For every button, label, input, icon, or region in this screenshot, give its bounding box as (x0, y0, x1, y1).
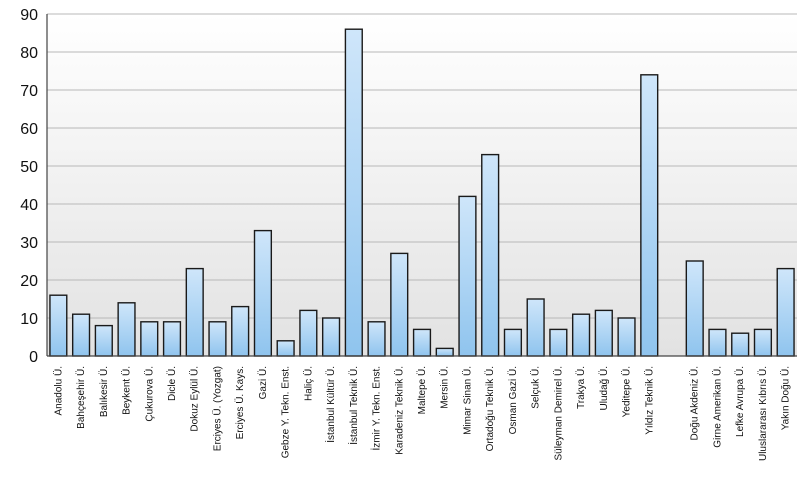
bar (162, 321, 182, 357)
bar (458, 195, 477, 357)
x-tick-label: Anadolu Ü. (52, 366, 64, 415)
bar (117, 302, 136, 357)
bar (640, 74, 659, 357)
x-tick-label: İzmir Y. Tekn. Enst. (370, 366, 383, 450)
x-tick-label: Gazi Ü. (257, 366, 269, 399)
bar (571, 313, 591, 357)
y-tick-label: 0 (29, 349, 38, 366)
bar (276, 340, 295, 357)
bar (94, 324, 113, 357)
gridlines (47, 13, 797, 319)
x-tick-label: Selçuk Ü. (530, 366, 542, 409)
bar (481, 153, 500, 357)
bar (708, 328, 727, 357)
x-tick-label: Karadeniz Teknik Ü. (393, 366, 405, 455)
x-tick-label: Uluslararası Kıbrıs Ü. (757, 366, 769, 461)
bar (617, 317, 636, 357)
bar (321, 317, 341, 357)
x-tick-label: Haliç Ü. (302, 366, 314, 401)
x-tick-label: Ortadoğu Teknik Ü. (484, 366, 496, 451)
x-tick-label: Süleyman Demirel Ü. (552, 366, 564, 460)
bar (753, 328, 773, 357)
bar (49, 294, 68, 357)
bar (731, 332, 750, 357)
x-tick-label: Dokuz Eylül Ü. (189, 366, 201, 432)
x-tick-label: Gebze Y. Tekn. Enst. (281, 366, 292, 458)
y-tick-label: 80 (20, 45, 38, 62)
y-tick-labels: 0 10 20 30 40 50 60 70 80 90 (20, 7, 38, 366)
bar (71, 313, 91, 357)
x-tick-label: Mimar Sinan Ü. (461, 366, 473, 435)
x-tick-label: Beykent Ü. (121, 366, 133, 415)
plot-area (47, 14, 797, 356)
bar (503, 328, 523, 357)
plot-background (47, 14, 797, 356)
y-tick-label: 20 (20, 273, 38, 290)
bar (185, 267, 204, 357)
bar (526, 298, 545, 357)
bar (231, 305, 250, 357)
bar (435, 347, 454, 357)
y-tick-label: 60 (20, 121, 38, 138)
x-tick-label: Lefke Avrupa Ü. (734, 366, 746, 437)
y-tick-label: 40 (20, 197, 38, 214)
x-tick-label: Trakya Ü. (575, 366, 587, 409)
bar (344, 28, 363, 357)
bar (390, 252, 409, 357)
x-tick-label: Yakın Doğu Ü. (780, 366, 792, 430)
bar (367, 321, 386, 357)
y-tick-label: 70 (20, 83, 38, 100)
axes (46, 14, 797, 357)
x-tick-label: Yıldız Teknik Ü. (643, 366, 655, 435)
x-tick-label: Erciyes Ü. Kays. (234, 366, 246, 439)
x-tick-label: Bahçeşehir Ü. (75, 366, 87, 429)
x-tick-label: Doğu Akdeniz Ü. (689, 366, 701, 441)
bar (412, 328, 432, 357)
bar (140, 321, 159, 357)
x-tick-label: Dicle Ü. (166, 366, 178, 401)
y-tick-label: 10 (20, 311, 38, 328)
x-tick-label: İstanbul Kültür Ü. (324, 366, 337, 443)
x-tick-labels: Anadolu Ü. Bahçeşehir Ü. Balıkesir Ü. Beyke… (52, 366, 791, 461)
y-tick-label: 90 (20, 7, 38, 24)
bar (253, 229, 273, 357)
bar (299, 309, 318, 357)
x-tick-label: Mersin Ü. (439, 366, 451, 409)
x-tick-label: Girne Amerikan Ü. (711, 366, 723, 448)
x-tick-label: İstanbul Teknik Ü. (347, 366, 360, 445)
bar (594, 309, 613, 357)
bar (685, 260, 704, 357)
x-tick-label: Uludağ Ü. (598, 366, 610, 410)
y-tick-label: 50 (20, 159, 38, 176)
bar (208, 321, 227, 357)
x-tick-label: Çukurova Ü. (143, 366, 155, 422)
x-tick-label: Erciyes Ü. (Yozgat) (211, 366, 223, 451)
x-tick-label: Osman Gazi Ü. (507, 366, 519, 434)
x-tick-label: Yeditepe Ü. (621, 366, 633, 417)
bar (549, 328, 568, 357)
bar (776, 267, 795, 357)
x-tick-label: Maltepe Ü. (416, 366, 428, 414)
y-tick-label: 30 (20, 235, 38, 252)
x-tick-label: Balıkesir Ü. (98, 366, 110, 417)
